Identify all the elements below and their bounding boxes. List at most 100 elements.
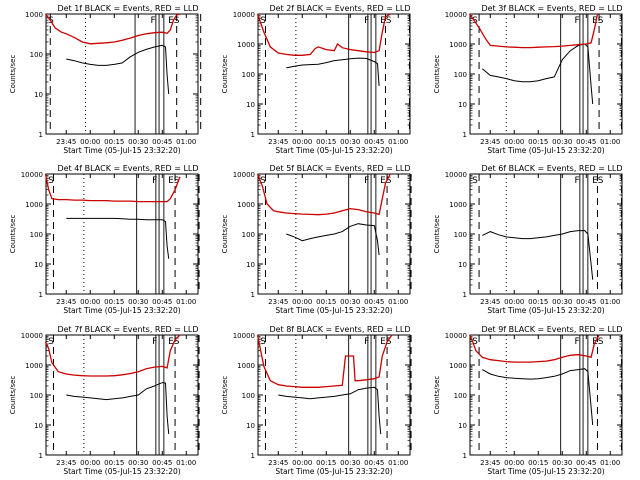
- y-tick-label: 1000: [25, 362, 43, 370]
- event-label-f: F: [574, 176, 579, 186]
- detector-panel-2: Det 2f BLACK = Events, RED = LLD 1 10 100 10…: [221, 4, 411, 155]
- x-tick-label: 00:30: [340, 298, 360, 306]
- event-label-s: S: [260, 16, 266, 26]
- series-events: [66, 382, 170, 435]
- series-events: [286, 57, 380, 86]
- x-tick-label: 00:15: [316, 459, 336, 467]
- x-tick-label: 23:45: [480, 138, 500, 146]
- event-label-s: S: [260, 176, 266, 186]
- y-tick-label: 10: [458, 422, 467, 430]
- series-lld: [256, 173, 391, 216]
- y-axis-label: Counts/sec: [433, 55, 441, 94]
- y-axis-label: Counts/sec: [433, 376, 441, 415]
- panel-title: Det 8f BLACK = Events, RED = LLD: [269, 325, 410, 334]
- y-tick-label: 10: [246, 261, 255, 269]
- series-events: [482, 230, 594, 280]
- x-tick-label: 23:45: [56, 138, 76, 146]
- x-tick-label: 00:15: [528, 459, 548, 467]
- x-tick-label: 00:00: [292, 138, 312, 146]
- x-tick-label: 00:45: [576, 138, 596, 146]
- axes-frame: [45, 13, 199, 135]
- series-events: [66, 217, 170, 259]
- y-tick-label: 100: [242, 392, 255, 400]
- event-label-es: ES: [380, 16, 392, 26]
- x-tick-label: 00:15: [316, 298, 336, 306]
- y-tick-label: 1: [463, 291, 467, 299]
- x-tick-label: 00:15: [528, 138, 548, 146]
- x-tick-label: 00:30: [128, 298, 148, 306]
- panel-title: Det 2f BLACK = Events, RED = LLD: [269, 4, 410, 13]
- x-tick-label: 01:00: [388, 459, 408, 467]
- panel-title: Det 1f BLACK = Events, RED = LLD: [57, 4, 198, 13]
- x-tick-label: 01:00: [388, 138, 408, 146]
- x-tick-label: 23:45: [480, 298, 500, 306]
- y-tick-label: 10: [246, 101, 255, 109]
- y-axis-label: Counts/sec: [433, 215, 441, 254]
- x-tick-label: 00:45: [576, 459, 596, 467]
- y-tick-label: 1000: [237, 41, 255, 49]
- panel-title: Det 7f BLACK = Events, RED = LLD: [57, 325, 198, 334]
- y-axis-label: Counts/sec: [221, 376, 229, 415]
- y-tick-label: 1000: [449, 201, 467, 209]
- detector-panel-9: Det 9f BLACK = Events, RED = LLD 1 10 100 10…: [433, 325, 623, 476]
- x-axis-label: Start Time (05-Jul-15 23:32:20): [487, 146, 604, 155]
- x-tick-label: 23:45: [268, 298, 288, 306]
- x-tick-label: 01:00: [176, 138, 196, 146]
- event-label-s: S: [260, 337, 266, 347]
- y-tick-label: 10: [34, 422, 43, 430]
- panel-title: Det 5f BLACK = Events, RED = LLD: [269, 164, 410, 173]
- x-tick-label: 00:00: [80, 459, 100, 467]
- event-label-es: ES: [592, 16, 604, 26]
- x-tick-label: 23:45: [56, 298, 76, 306]
- x-tick-label: 00:45: [364, 298, 384, 306]
- y-tick-label: 1000: [237, 362, 255, 370]
- x-tick-label: 01:00: [176, 298, 196, 306]
- x-tick-label: 00:30: [552, 459, 572, 467]
- x-tick-label: 00:30: [128, 459, 148, 467]
- y-axis-label: Counts/sec: [9, 376, 17, 415]
- series-lld: [44, 173, 181, 203]
- event-label-s: S: [472, 176, 478, 186]
- series-events: [278, 386, 382, 435]
- y-tick-label: 100: [454, 231, 467, 239]
- x-tick-label: 00:00: [80, 298, 100, 306]
- x-tick-label: 00:45: [364, 459, 384, 467]
- series-events: [286, 223, 380, 256]
- event-label-f: F: [150, 16, 155, 26]
- y-tick-label: 10: [34, 91, 43, 99]
- y-tick-label: 10000: [21, 332, 43, 340]
- event-label-es: ES: [168, 176, 180, 186]
- x-tick-label: 00:00: [504, 138, 524, 146]
- event-label-f: F: [574, 16, 579, 26]
- x-tick-label: 23:45: [480, 459, 500, 467]
- x-axis-label: Start Time (05-Jul-15 23:32:20): [63, 306, 180, 315]
- y-tick-label: 10: [246, 422, 255, 430]
- x-tick-label: 00:30: [128, 138, 148, 146]
- x-tick-label: 00:30: [552, 298, 572, 306]
- x-tick-label: 00:00: [292, 298, 312, 306]
- x-tick-label: 00:15: [104, 459, 124, 467]
- y-tick-label: 100: [242, 71, 255, 79]
- event-label-f: F: [152, 176, 157, 186]
- axes-frame: [469, 173, 623, 295]
- detector-panel-3: Det 3f BLACK = Events, RED = LLD 1 10 100 10…: [433, 4, 623, 155]
- y-tick-label: 10000: [445, 171, 467, 179]
- y-tick-label: 1: [463, 131, 467, 139]
- series-lld: [256, 13, 391, 56]
- y-tick-label: 1: [39, 291, 43, 299]
- panel-title: Det 3f BLACK = Events, RED = LLD: [481, 4, 622, 13]
- series-events: [482, 368, 594, 426]
- x-tick-label: 00:30: [552, 138, 572, 146]
- detector-panel-8: Det 8f BLACK = Events, RED = LLD 1 10 100 10…: [221, 325, 412, 476]
- x-tick-label: 00:30: [340, 138, 360, 146]
- series-lld: [468, 13, 599, 49]
- x-tick-label: 01:00: [176, 459, 196, 467]
- y-tick-label: 1000: [449, 41, 467, 49]
- detector-panel-6: Det 6f BLACK = Events, RED = LLD 1 10 100 10…: [433, 164, 623, 315]
- axes-frame: [469, 334, 623, 456]
- x-tick-label: 00:45: [152, 138, 172, 146]
- y-axis-label: Counts/sec: [9, 215, 17, 254]
- series-events: [481, 43, 594, 105]
- event-label-s: S: [48, 176, 54, 186]
